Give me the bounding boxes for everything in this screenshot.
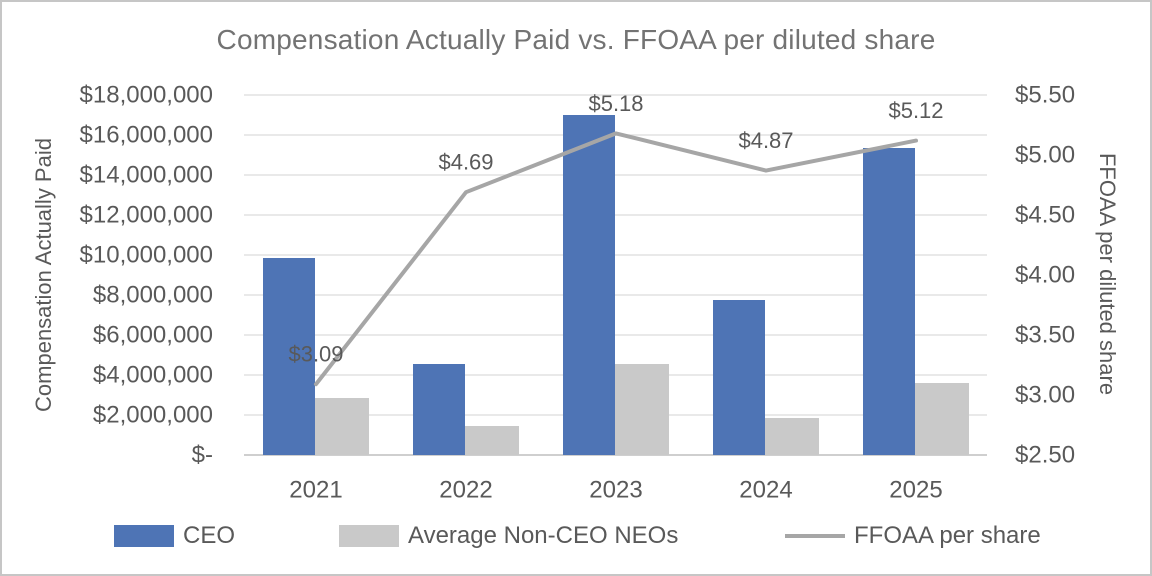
bar-average-non-ceo-neos-2025 [915,383,969,455]
right-axis-tick-label: $4.00 [1015,262,1075,289]
bar-ceo-2023 [563,115,615,455]
chart-title: Compensation Actually Paid vs. FFOAA per… [216,24,936,55]
left-axis-tick-label: $4,000,000 [93,362,213,389]
left-axis-tick-label: $18,000,000 [80,82,213,109]
x-axis-label-2021: 2021 [289,477,342,504]
left-axis-title: Compensation Actually Paid [31,138,56,412]
left-axis-tick-label: $14,000,000 [80,162,213,189]
legend-item-ffoaa-per-share: FFOAA per share [785,522,1041,549]
x-axis-label-2025: 2025 [889,477,942,504]
left-axis-tick-label: $12,000,000 [80,202,213,229]
legend-label: CEO [183,522,236,549]
legend-line-swatch [785,534,845,538]
line-data-label: $5.12 [888,98,943,123]
right-axis-title: FFOAA per diluted share [1095,152,1120,396]
left-axis-tick-label: $10,000,000 [80,242,213,269]
line-data-label: $3.09 [288,342,343,367]
legend-color-swatch [339,525,399,547]
line-data-label: $4.87 [738,128,793,153]
right-axis-tick-label: $5.50 [1015,82,1075,109]
bar-average-non-ceo-neos-2023 [615,364,669,455]
legend: CEO Average Non-CEO NEOs FFOAA per share [2,522,1150,551]
legend-label: FFOAA per share [854,522,1041,549]
right-axis-tick-label: $4.50 [1015,202,1075,229]
legend-color-swatch [114,525,174,547]
legend-label: Average Non-CEO NEOs [408,522,679,549]
x-axis-label-2023: 2023 [589,477,642,504]
bar-ceo-2024 [713,300,765,455]
legend-item-average-non-ceo-neos: Average Non-CEO NEOs [339,522,679,549]
right-axis-tick-label: $3.00 [1015,382,1075,409]
left-axis-tick-label: $8,000,000 [93,282,213,309]
bar-average-non-ceo-neos-2022 [465,426,519,455]
line-data-label: $4.69 [438,150,493,175]
legend-item-ceo: CEO [114,522,236,549]
right-axis-tick-label: $5.00 [1015,142,1075,169]
bar-average-non-ceo-neos-2024 [765,418,819,455]
right-axis-tick-label: $3.50 [1015,322,1075,349]
left-axis-tick-label: $2,000,000 [93,402,213,429]
bar-average-non-ceo-neos-2021 [315,398,369,455]
line-data-label: $5.18 [588,91,643,116]
bar-ceo-2022 [413,364,465,455]
bar-ceo-2021 [263,258,315,455]
left-axis-tick-label: $- [192,442,213,469]
bar-ceo-2025 [863,148,915,455]
x-axis-label-2022: 2022 [439,477,492,504]
left-axis-tick-label: $16,000,000 [80,122,213,149]
ffoaa-line [314,131,918,387]
left-axis-tick-label: $6,000,000 [93,322,213,349]
right-axis-tick-label: $2.50 [1015,442,1075,469]
x-axis-label-2024: 2024 [739,477,792,504]
